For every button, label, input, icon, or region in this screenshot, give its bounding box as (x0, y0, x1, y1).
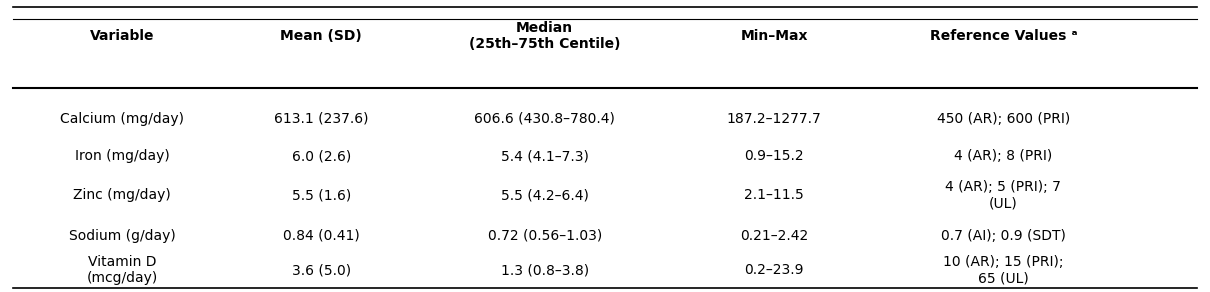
Text: Zinc (mg/day): Zinc (mg/day) (74, 188, 171, 202)
Text: Vitamin D
(mcg/day): Vitamin D (mcg/day) (86, 255, 157, 286)
Text: Reference Values ᵃ: Reference Values ᵃ (929, 29, 1077, 43)
Text: 1.3 (0.8–3.8): 1.3 (0.8–3.8) (501, 263, 589, 277)
Text: 2.1–11.5: 2.1–11.5 (744, 188, 803, 202)
Text: Median
(25th–75th Centile): Median (25th–75th Centile) (469, 21, 621, 51)
Text: Calcium (mg/day): Calcium (mg/day) (60, 112, 184, 126)
Text: 6.0 (2.6): 6.0 (2.6) (292, 149, 351, 163)
Text: Mean (SD): Mean (SD) (281, 29, 362, 43)
Text: 0.2–23.9: 0.2–23.9 (744, 263, 803, 277)
Text: Variable: Variable (90, 29, 155, 43)
Text: 0.72 (0.56–1.03): 0.72 (0.56–1.03) (488, 229, 601, 243)
Text: 5.5 (1.6): 5.5 (1.6) (292, 188, 351, 202)
Text: 187.2–1277.7: 187.2–1277.7 (727, 112, 822, 126)
Text: 606.6 (430.8–780.4): 606.6 (430.8–780.4) (474, 112, 615, 126)
Text: 0.9–15.2: 0.9–15.2 (744, 149, 803, 163)
Text: 0.21–2.42: 0.21–2.42 (739, 229, 808, 243)
Text: 5.4 (4.1–7.3): 5.4 (4.1–7.3) (501, 149, 588, 163)
Text: 5.5 (4.2–6.4): 5.5 (4.2–6.4) (501, 188, 588, 202)
Text: 10 (AR); 15 (PRI);
65 (UL): 10 (AR); 15 (PRI); 65 (UL) (943, 255, 1064, 286)
Text: 450 (AR); 600 (PRI): 450 (AR); 600 (PRI) (937, 112, 1070, 126)
Text: 0.84 (0.41): 0.84 (0.41) (283, 229, 359, 243)
Text: 4 (AR); 8 (PRI): 4 (AR); 8 (PRI) (955, 149, 1053, 163)
Text: Min–Max: Min–Max (741, 29, 808, 43)
Text: Sodium (g/day): Sodium (g/day) (69, 229, 175, 243)
Text: 4 (AR); 5 (PRI); 7
(UL): 4 (AR); 5 (PRI); 7 (UL) (945, 180, 1061, 210)
Text: Iron (mg/day): Iron (mg/day) (75, 149, 169, 163)
Text: 3.6 (5.0): 3.6 (5.0) (292, 263, 351, 277)
Text: 613.1 (237.6): 613.1 (237.6) (273, 112, 369, 126)
Text: 0.7 (AI); 0.9 (SDT): 0.7 (AI); 0.9 (SDT) (941, 229, 1066, 243)
